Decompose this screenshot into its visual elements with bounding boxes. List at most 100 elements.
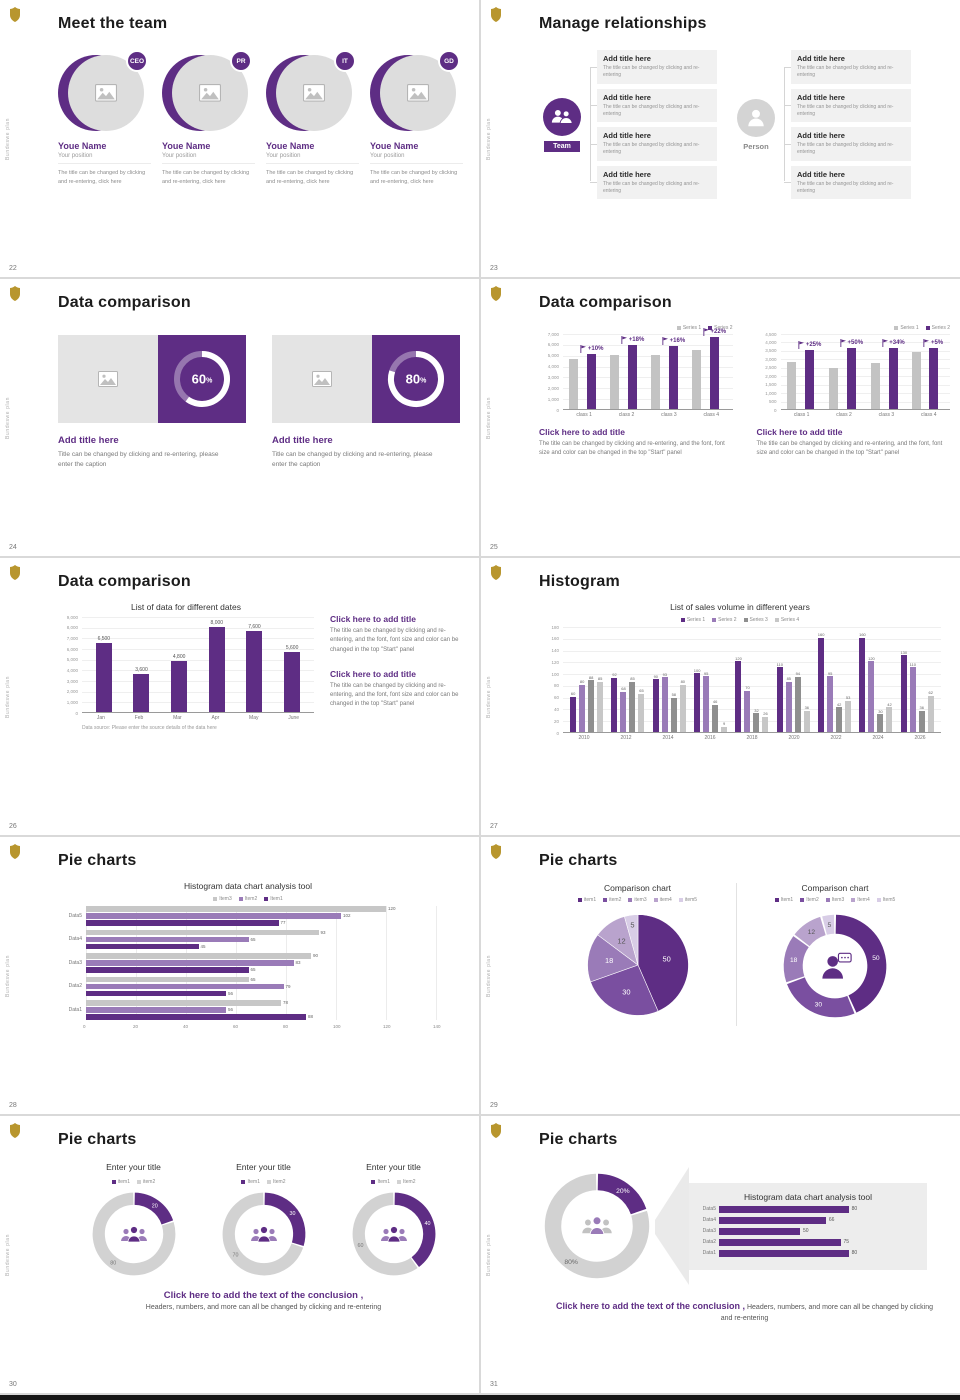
bar [918,710,925,732]
value-label: 68 [621,686,626,692]
bar-groups: +10% +18% +16% +22% [563,328,733,409]
x-tick-label: 2024 [872,735,884,741]
people-icon [551,109,573,124]
panel-title: Comparison chart [603,883,672,893]
y-tick-label: 0 [556,407,559,413]
slide-sidebar: Bundeswe plan 31 [481,1116,527,1393]
group-bars: 90 83 65 [86,953,438,973]
legend-item: Item2 [238,896,257,902]
y-tick-label: 3,000 [547,374,559,380]
slide-title: Pie charts [58,1131,137,1148]
chart-legend: item1 item2 [111,1179,156,1185]
bar [86,929,319,935]
flag-icon [580,344,587,353]
y-tick-label: 0 [75,710,78,716]
slide-27-histogram[interactable]: Bundeswe plan 27 Histogram List of sales… [481,558,960,835]
y-tick-label: 6,000 [547,342,559,348]
column-chart-area: List of data for different dates 9,000 8,0… [58,602,314,731]
legend-label: Item1 [377,1179,390,1185]
gridline [563,334,733,335]
value-label: 93 [320,929,326,935]
series1-bar [787,361,797,409]
bar-group: Data4 93 65 45 [58,929,438,949]
y-tick-label: 3,000 [765,356,777,362]
item-caption: The title can be changed by clicking and… [603,65,700,79]
series-column: 36 [803,627,811,732]
value-label: 3,600 [135,666,148,673]
slide-31-pie-charts-funnel[interactable]: Bundeswe plan 31 Pie charts 20% 80% Histog… [481,1116,960,1393]
value-label: 42 [887,701,892,707]
x-tick-label: class 2 [618,412,635,418]
x-tick-label: 120 [383,1023,391,1029]
svg-text:12: 12 [617,937,625,946]
member-name: Youe Name [370,141,419,151]
bar-group: 5,600 [284,617,301,712]
team-member-card: CEO Youe Name Your position The title can b… [58,50,151,186]
x-tick-label: 2016 [704,735,716,741]
group-label: Person [743,141,769,151]
card-image-placeholder [272,335,372,423]
chart-title: List of data for different dates [131,602,241,612]
bar-group: 7,600 [246,617,263,712]
slide-30-pie-charts-donuts[interactable]: Bundeswe plan 30 Pie charts Enter your t… [0,1116,479,1393]
series2-bar [888,348,898,409]
value-label: 120 [388,906,396,912]
bar [86,1014,306,1020]
bar-row: 90 [86,953,438,959]
bar [859,637,866,732]
slide-title: Histogram [539,573,620,590]
series2-column: +16% [662,334,685,409]
series2-column: +22% [703,328,726,409]
bar-row: 77 [86,920,438,926]
text-block: Click here to add title The title can be … [330,669,469,710]
y-tick-label: 2,000 [547,385,559,391]
x-tick-label: class 3 [878,412,895,418]
block-title: Click here to add title [330,614,416,624]
slide-25-data-comparison-charts[interactable]: Bundeswe plan 25 Data comparison Series … [481,279,960,556]
svg-text:18: 18 [604,956,612,965]
bar-row: 45 [86,943,438,949]
data-source-note: Data source: Please enter the source det… [82,725,217,731]
bar [86,953,311,959]
series-column: 42 [885,627,893,732]
legend-label: Item5 [882,897,896,903]
card-image-placeholder [58,335,158,423]
value-label: 42 [836,701,842,707]
bar [661,677,668,732]
svg-text:40: 40 [424,1221,430,1227]
group-items: Add title here The title can be changed b… [784,50,911,199]
comparison-card: 60% Add title here Title can be changed by… [58,335,246,471]
bar [794,676,801,732]
bar [868,661,875,732]
bar-row: 83 [86,960,438,966]
chart-legend: Item1 Item2 [371,1179,416,1185]
member-role-badge: PR [230,50,252,72]
bar [703,676,710,732]
x-tick-label: 0 [83,1023,86,1029]
svg-text:30: 30 [289,1211,295,1217]
slide-28-pie-charts-bars[interactable]: Bundeswe plan 28 Pie charts Histogram da… [0,837,479,1114]
person-icon [737,98,775,137]
bar [886,707,893,732]
slide-22-meet-the-team[interactable]: Bundeswe plan 22 Meet the team CEO Youe N… [0,0,479,277]
y-tick-label: 60 [553,695,559,701]
bar [719,1249,849,1257]
bar-row: Data3 50 [699,1227,917,1235]
growth-label: +22% [710,329,727,336]
legend-label: item2 [143,1179,156,1185]
slide-29-pie-charts[interactable]: Bundeswe plan 29 Pie charts Comparison c… [481,837,960,1114]
legend-swatch-icon [137,1180,141,1184]
card-caption: Title can be changed by clicking and re-… [58,451,219,469]
bar [86,906,386,912]
bar-group: +10% [569,334,603,409]
slide-26-data-comparison-column[interactable]: Bundeswe plan 26 Data comparison List of… [0,558,479,835]
slide-23-manage-relationships[interactable]: Bundeswe plan 23 Manage relationships Te… [481,0,960,277]
slide-24-data-comparison[interactable]: Bundeswe plan 24 Data comparison 60% Add … [0,279,479,556]
legend-swatch-icon [876,898,881,902]
bar-group: +5% [912,334,943,409]
bar [679,684,686,732]
gridline [563,650,941,652]
x-tick-label: 2012 [620,735,632,741]
y-tick-label: 7,000 [547,331,559,337]
gridline [82,681,314,682]
